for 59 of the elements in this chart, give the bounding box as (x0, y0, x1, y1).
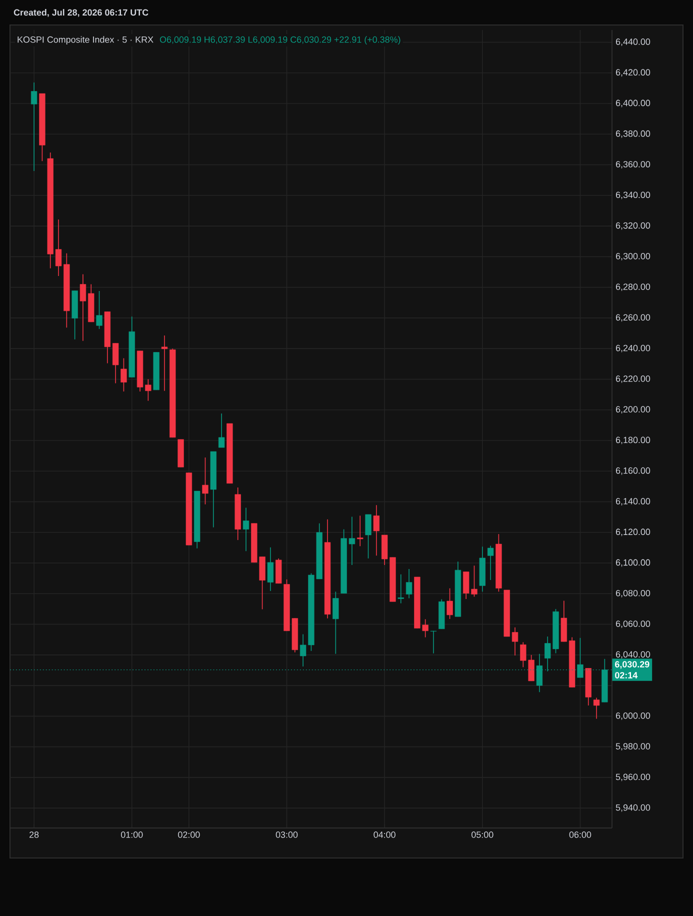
candlestick (487, 545, 494, 580)
candlestick (80, 274, 86, 342)
y-tick-label: 6,320.00 (616, 222, 650, 230)
y-tick-label: 6,140.00 (616, 498, 650, 506)
candlestick (30, 82, 38, 172)
x-tick-label: 02:00 (178, 832, 200, 838)
candlestick (202, 457, 208, 505)
text: O6,009.19 H6,037.39 L6,009.19 C6,030.29 +22.91 (+0.38%) (160, 36, 400, 45)
candlestick (406, 568, 412, 599)
candlestick (430, 630, 437, 654)
candlestick (218, 413, 225, 448)
candlestick (398, 574, 404, 604)
y-tick-label: 6,160.00 (616, 467, 650, 475)
y-tick-label: 5,980.00 (616, 743, 650, 751)
y-tick-label: 6,340.00 (616, 192, 650, 200)
y-tick-label: 6,040.00 (616, 651, 650, 659)
candlestick (593, 697, 600, 720)
candlestick (267, 546, 274, 592)
candlestick (112, 342, 119, 384)
y-tick-label: 6,060.00 (616, 620, 650, 628)
y-tick-label: 6,380.00 (616, 130, 650, 138)
y-tick-label: 6,300.00 (616, 252, 650, 260)
text: KOSPI Composite Index · 5 · KRX (18, 36, 154, 45)
y-tick-label: 6,280.00 (616, 284, 650, 292)
y-tick-label: 5,960.00 (616, 774, 650, 782)
x-tick-label: 28 (30, 832, 39, 838)
candlestick (120, 358, 127, 392)
candlestick (373, 504, 380, 556)
candlestick (446, 588, 453, 620)
y-tick-label: 6,260.00 (616, 314, 650, 322)
text: Created, Jul 28, 2026 06:17 UTC (14, 9, 148, 17)
candlestick (161, 335, 168, 392)
y-tick-label: 6,080.00 (616, 590, 650, 598)
candlestick (357, 515, 364, 547)
text: 02:14 (615, 672, 638, 678)
x-tick-label: 06:00 (569, 832, 592, 838)
candlestick (560, 600, 567, 642)
candlestick (332, 591, 339, 654)
x-tick-label: 05:00 (472, 832, 494, 838)
y-tick-label: 6,100.00 (616, 559, 650, 567)
y-tick-label: 6,240.00 (616, 344, 650, 352)
x-tick-label: 04:00 (374, 832, 396, 838)
candlestick (365, 514, 372, 559)
candlestick (96, 290, 102, 330)
y-tick-label: 6,440.00 (616, 38, 650, 46)
y-tick-label: 6,360.00 (616, 161, 650, 168)
candlestick (242, 507, 250, 552)
y-tick-label: 6,000.00 (616, 712, 650, 720)
y-tick-label: 6,120.00 (616, 528, 650, 536)
y-tick-label: 6,400.00 (616, 100, 650, 108)
x-tick-label: 03:00 (276, 832, 298, 838)
y-tick-label: 6,420.00 (616, 69, 650, 77)
candlestick (276, 558, 282, 584)
y-tick-label: 5,940.00 (616, 804, 650, 812)
y-tick-label: 6,220.00 (616, 376, 650, 383)
y-tick-label: 6,180.00 (616, 436, 650, 444)
y-tick-label: 6,200.00 (616, 406, 650, 414)
ref-line-label: 6,030.29 (615, 661, 650, 669)
x-tick-label: 01:00 (120, 832, 143, 838)
